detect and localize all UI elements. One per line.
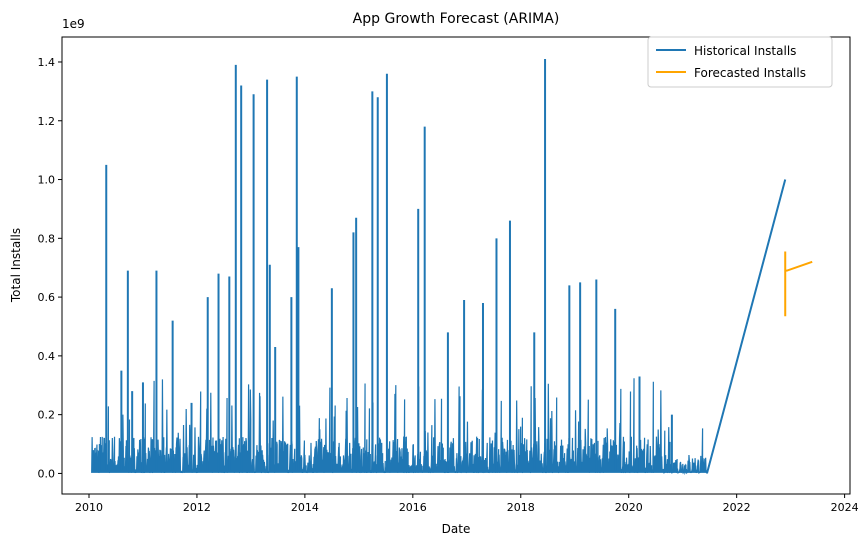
x-tick-label: 2014	[291, 501, 319, 514]
legend: Historical Installs Forecasted Installs	[647, 36, 833, 88]
y-tick-label: 0.8	[38, 232, 56, 245]
x-axis: 2010 2012 2014 2016 2018 2020 2022 2024	[75, 494, 859, 514]
y-tick-label: 0.2	[38, 409, 56, 422]
y-tick-label: 1.4	[38, 56, 56, 69]
y-tick-label: 0.0	[38, 467, 56, 480]
y-axis: 0.0 0.2 0.4 0.6 0.8 1.0 1.2 1.4	[38, 56, 62, 480]
y-tick-label: 1.0	[38, 174, 56, 187]
legend-box	[647, 36, 833, 88]
x-tick-label: 2020	[615, 501, 643, 514]
axes-frame	[61, 36, 851, 495]
y-tick-label: 1.2	[38, 115, 56, 128]
historical-series-baseline	[91, 378, 708, 476]
y-axis-offset-label: 1e9	[62, 17, 85, 31]
x-tick-label: 2024	[831, 501, 859, 514]
historical-trend-line	[706, 179, 787, 474]
y-tick-label: 0.4	[38, 350, 56, 363]
x-tick-label: 2010	[75, 501, 103, 514]
y-tick-label: 0.6	[38, 291, 56, 304]
legend-label-forecast: Forecasted Installs	[694, 66, 806, 80]
x-tick-label: 2018	[507, 501, 535, 514]
forecast-series-line	[784, 251, 813, 317]
x-tick-label: 2016	[399, 501, 427, 514]
plot-area	[91, 378, 708, 476]
chart-title: App Growth Forecast (ARIMA)	[353, 11, 560, 27]
y-axis-label: Total Installs	[9, 228, 23, 303]
legend-label-historical: Historical Installs	[694, 44, 796, 58]
x-axis-label: Date	[442, 522, 471, 536]
series-layer	[94, 59, 813, 474]
x-tick-label: 2022	[723, 501, 751, 514]
x-tick-label: 2012	[183, 501, 211, 514]
